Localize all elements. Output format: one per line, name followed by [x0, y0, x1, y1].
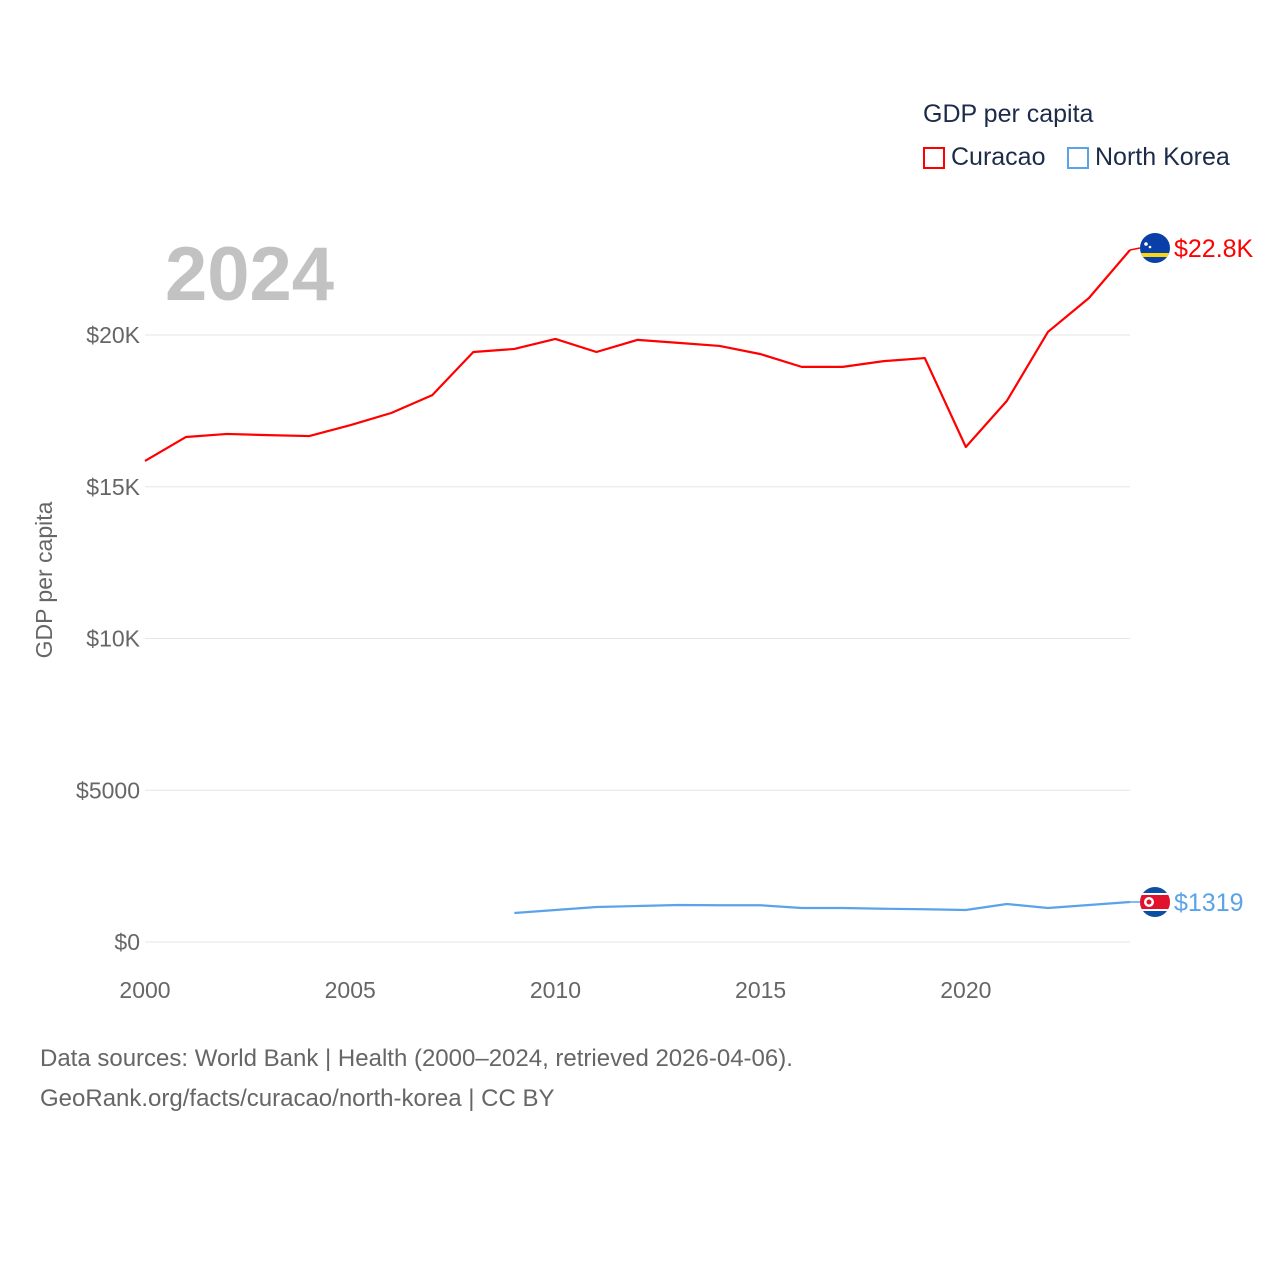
end-value-label: $1319 [1174, 889, 1244, 917]
x-tick-label: 2020 [940, 977, 991, 1003]
legend-item-north-korea[interactable]: North Korea [1067, 143, 1230, 172]
legend-label: North Korea [1095, 143, 1230, 171]
x-tick-label: 2015 [735, 977, 786, 1003]
y-axis-label: GDP per capita [31, 501, 57, 658]
footer-link[interactable]: GeoRank.org/facts/curacao/north-korea | … [40, 1085, 555, 1112]
series-line-north-korea [514, 900, 1131, 915]
legend-title: GDP per capita [923, 100, 1094, 128]
x-tick-label: 2000 [119, 977, 170, 1003]
x-tick-label: 2005 [325, 977, 376, 1003]
y-tick-label: $10K [86, 626, 140, 652]
y-tick-label: $5000 [76, 777, 140, 803]
footer-sources: Data sources: World Bank | Health (2000–… [40, 1045, 793, 1072]
y-tick-label: $20K [86, 322, 140, 348]
legend-swatch [923, 146, 945, 169]
legend-label: Curacao [951, 143, 1046, 171]
curacao-flag-icon [1140, 233, 1170, 263]
year-label: 2024 [165, 232, 334, 317]
y-tick-label: $15K [86, 474, 140, 500]
series-line-curacao [144, 249, 1131, 462]
legend-swatch [1067, 146, 1089, 169]
end-value-label: $22.8K [1174, 235, 1254, 263]
y-tick-label: $0 [114, 929, 140, 955]
north-korea-flag-icon [1140, 887, 1170, 917]
legend-item-curacao[interactable]: Curacao [923, 143, 1046, 172]
x-tick-label: 2010 [530, 977, 581, 1003]
end-connector [1129, 247, 1141, 251]
